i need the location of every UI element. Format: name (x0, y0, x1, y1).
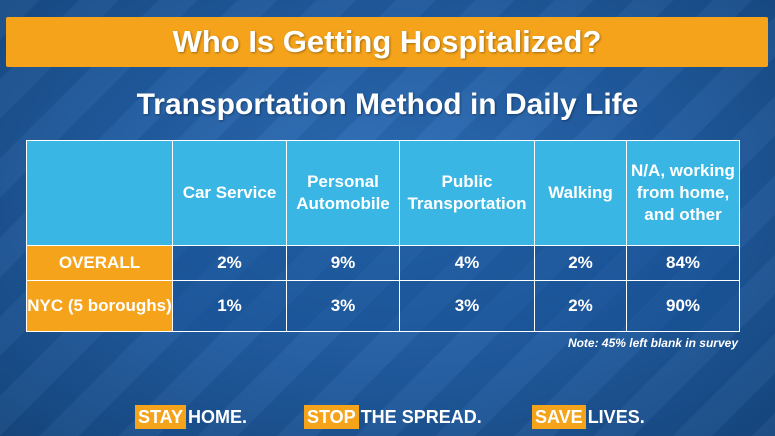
transportation-table: Car Service Personal Automobile Public T… (26, 140, 740, 332)
row-label: OVERALL (26, 245, 173, 281)
header-cell: Car Service (172, 140, 287, 246)
slogan-highlight: SAVE (532, 405, 586, 429)
table-header-row: Car Service Personal Automobile Public T… (26, 140, 740, 246)
slogan-footer: STAY HOME. STOP THE SPREAD. SAVE LIVES. (0, 404, 775, 430)
header-cell: Walking (534, 140, 627, 246)
slogan-item: STAY HOME. (135, 404, 247, 430)
table-cell: 84% (626, 245, 740, 281)
slogan-text: LIVES. (587, 407, 645, 427)
table-cell: 9% (286, 245, 400, 281)
slogan-text: THE SPREAD. (360, 407, 482, 427)
table-cell: 2% (534, 245, 627, 281)
table-title: Transportation Method in Daily Life (136, 88, 639, 121)
table-cell: 4% (399, 245, 535, 281)
row-label: NYC (5 boroughs) (26, 280, 173, 332)
header-cell: Personal Automobile (286, 140, 400, 246)
table-cell: 2% (172, 245, 287, 281)
table-cell: 2% (534, 280, 627, 332)
header-cell: Public Transportation (399, 140, 535, 246)
table-row: NYC (5 boroughs) 1% 3% 3% 2% 90% (26, 280, 740, 332)
table-cell: 3% (399, 280, 535, 332)
slogan-highlight: STOP (304, 405, 359, 429)
table-cell: 90% (626, 280, 740, 332)
page-title: Who Is Getting Hospitalized? (172, 24, 602, 59)
slogan-highlight: STAY (135, 405, 187, 429)
slogan-item: STOP THE SPREAD. (304, 404, 482, 430)
slogan-text: HOME. (188, 407, 248, 427)
survey-note: Note: 45% left blank in survey (567, 336, 738, 350)
title-banner: Who Is Getting Hospitalized? (6, 17, 768, 67)
table-cell: 1% (172, 280, 287, 332)
header-cell-empty (26, 140, 173, 246)
header-cell: N/A, working from home, and other (626, 140, 740, 246)
table-row: OVERALL 2% 9% 4% 2% 84% (26, 245, 740, 281)
table-cell: 3% (286, 280, 400, 332)
slogan-item: SAVE LIVES. (532, 404, 645, 430)
